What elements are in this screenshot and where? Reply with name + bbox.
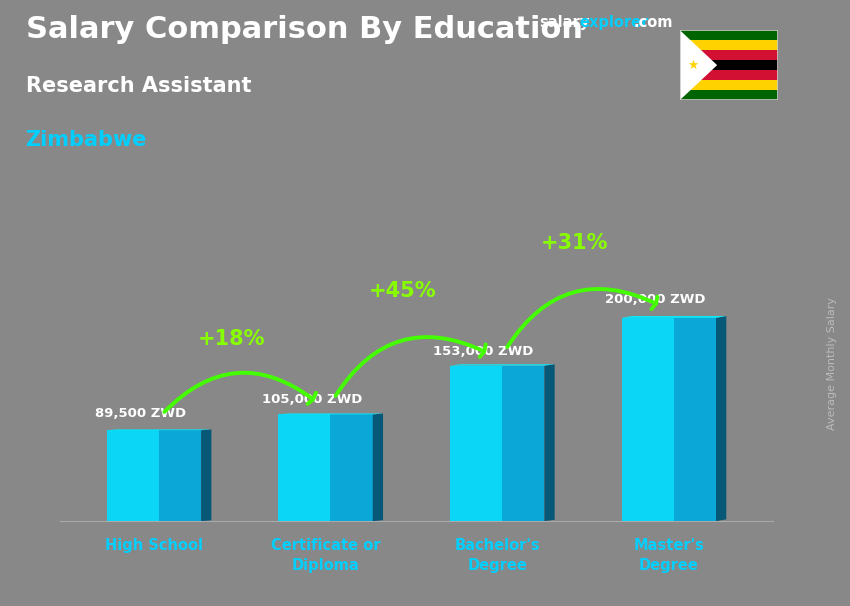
Text: Salary Comparison By Education: Salary Comparison By Education [26, 15, 582, 44]
Text: salary: salary [540, 15, 590, 30]
Text: explorer: explorer [580, 15, 649, 30]
Text: .com: .com [633, 15, 672, 30]
Text: 89,500 ZWD: 89,500 ZWD [94, 407, 186, 420]
Text: Average Monthly Salary: Average Monthly Salary [827, 297, 837, 430]
Text: +18%: +18% [197, 330, 265, 350]
Text: Research Assistant: Research Assistant [26, 76, 251, 96]
Bar [680, 50, 778, 60]
Bar [680, 60, 778, 70]
Bar [680, 30, 778, 40]
Bar [450, 365, 502, 521]
Polygon shape [544, 364, 555, 521]
Text: +31%: +31% [541, 233, 608, 253]
Bar [673, 318, 716, 521]
Bar [331, 415, 373, 521]
Polygon shape [201, 430, 212, 521]
Polygon shape [680, 30, 717, 100]
Text: Zimbabwe: Zimbabwe [26, 130, 147, 150]
Text: 105,000 ZWD: 105,000 ZWD [262, 393, 362, 406]
Bar [278, 415, 331, 521]
Polygon shape [450, 364, 555, 365]
Text: ★: ★ [687, 59, 699, 72]
Polygon shape [716, 316, 726, 521]
Bar [159, 430, 201, 521]
Polygon shape [373, 413, 383, 521]
Text: 200,000 ZWD: 200,000 ZWD [605, 293, 705, 305]
Bar [680, 70, 778, 80]
Bar [502, 365, 544, 521]
Text: 153,000 ZWD: 153,000 ZWD [434, 344, 534, 358]
Bar [680, 40, 778, 50]
Polygon shape [278, 413, 383, 415]
Bar [107, 430, 159, 521]
Bar [680, 90, 778, 100]
Polygon shape [621, 316, 726, 318]
Text: +45%: +45% [369, 281, 437, 301]
Bar [680, 80, 778, 90]
Bar [621, 318, 673, 521]
